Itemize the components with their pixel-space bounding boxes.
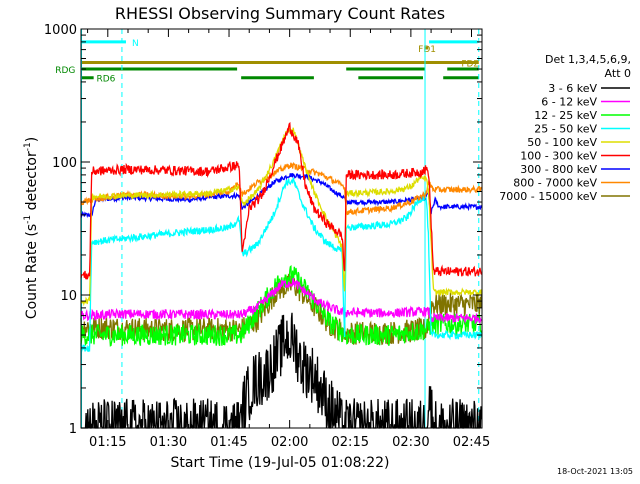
series-line-800-7000-kev (80, 161, 483, 217)
flag-label-fdz: FDZ (461, 59, 479, 69)
x-axis-label: Start Time (19-Jul-05 01:08:22) (170, 455, 389, 471)
axis-ticks: 1 10 100 1000 01:15 01:30 01:45 02:00 02:15 02:30… (44, 23, 490, 450)
series-line-12-25-kev (80, 265, 483, 347)
night-boundary-lines (81, 29, 480, 428)
legend-header-line-2: Att 0 (605, 67, 631, 80)
flag-label-rd6: RD6 (96, 75, 115, 85)
y-axis-label: Count Rate (s-1 detector-1) (23, 137, 40, 319)
x-tick-label: 02:45 (453, 435, 490, 450)
chart-title: RHESSI Observing Summary Count Rates (115, 4, 445, 23)
legend-header-line-1: Det 1,3,4,5,6,9, (545, 53, 631, 66)
x-tick-label: 02:00 (271, 435, 308, 450)
observing-flag-bars: N FD1 FDZ RDG RD6 (55, 39, 479, 85)
series-line-6-12-kev (80, 277, 483, 325)
y-tick-label: 1 (69, 422, 77, 437)
flag-label-n: N (132, 39, 139, 49)
x-tick-label: 02:15 (332, 435, 369, 450)
flag-label-fd1: FD1 (418, 45, 436, 55)
legend-label-6-12-kev: 6 - 12 keV (541, 96, 597, 109)
x-tick-label: 02:30 (392, 435, 429, 450)
footer-date: 18-Oct-2021 13:05 (557, 467, 633, 476)
x-tick-label: 01:45 (210, 435, 247, 450)
series-line-100-300-kev (80, 121, 483, 280)
legend-label-300-800-kev: 300 - 800 keV (520, 163, 597, 176)
y-tick-label: 1000 (44, 23, 77, 38)
svg-text:Count Rate (s-1 detector-1): Count Rate (s-1 detector-1) (23, 137, 40, 319)
legend-label-50-100-kev: 50 - 100 keV (527, 136, 597, 149)
y-tick-label: 10 (60, 289, 77, 304)
legend-label-100-300-kev: 100 - 300 keV (520, 150, 597, 163)
flag-label-rdg: RDG (55, 66, 75, 76)
plot-frame (80, 28, 483, 429)
legend-label-3-6-kev: 3 - 6 keV (548, 82, 597, 95)
x-tick-label: 01:30 (150, 435, 187, 450)
series-line-25-50-kev (80, 177, 483, 352)
legend-label-25-50-kev: 25 - 50 keV (534, 123, 597, 136)
x-tick-label: 01:15 (89, 435, 126, 450)
series-lines (80, 121, 483, 429)
legend-label-800-7000-kev: 800 - 7000 keV (513, 177, 597, 190)
legend-label-12-25-kev: 12 - 25 keV (534, 109, 597, 122)
y-tick-label: 100 (52, 156, 77, 171)
legend-label-7000-15000-kev: 7000 - 15000 keV (499, 190, 597, 203)
